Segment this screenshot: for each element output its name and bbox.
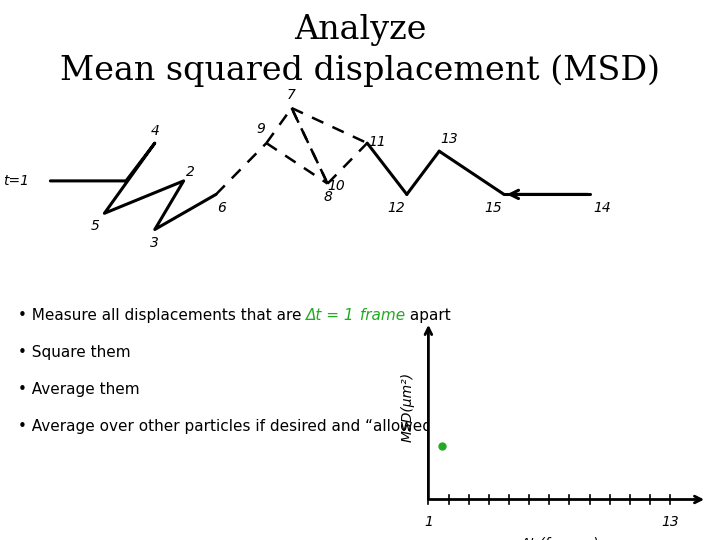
Text: 2: 2 xyxy=(186,165,194,179)
Text: 13: 13 xyxy=(661,515,679,529)
Text: apart: apart xyxy=(405,308,451,323)
Text: Δt (frames): Δt (frames) xyxy=(521,536,599,540)
Text: 5: 5 xyxy=(91,219,99,233)
Text: MSD(μm²): MSD(μm²) xyxy=(400,373,415,442)
Text: 7: 7 xyxy=(287,87,296,102)
Text: Mean squared displacement (MSD): Mean squared displacement (MSD) xyxy=(60,54,660,86)
Text: 14: 14 xyxy=(593,201,611,215)
Text: Analyze: Analyze xyxy=(294,14,426,45)
Text: 3: 3 xyxy=(150,236,159,250)
Text: 13: 13 xyxy=(441,132,459,146)
Text: 15: 15 xyxy=(485,201,503,215)
Text: 11: 11 xyxy=(369,134,387,149)
Text: 1: 1 xyxy=(424,515,433,529)
Text: 10: 10 xyxy=(328,179,346,193)
Text: • Average over other particles if desired and “allowed”: • Average over other particles if desire… xyxy=(18,418,440,434)
Text: Δt = 1: Δt = 1 xyxy=(307,308,355,323)
Text: t=1: t=1 xyxy=(3,174,29,188)
Text: • Measure all displacements that are: • Measure all displacements that are xyxy=(18,308,307,323)
Text: 9: 9 xyxy=(256,122,265,136)
Text: 6: 6 xyxy=(217,201,226,215)
Text: • Average them: • Average them xyxy=(18,382,140,397)
Text: • Square them: • Square them xyxy=(18,345,130,360)
Text: 12: 12 xyxy=(387,201,405,215)
Text: 8: 8 xyxy=(323,190,332,204)
Text: frame: frame xyxy=(355,308,405,323)
Text: 4: 4 xyxy=(150,124,159,138)
